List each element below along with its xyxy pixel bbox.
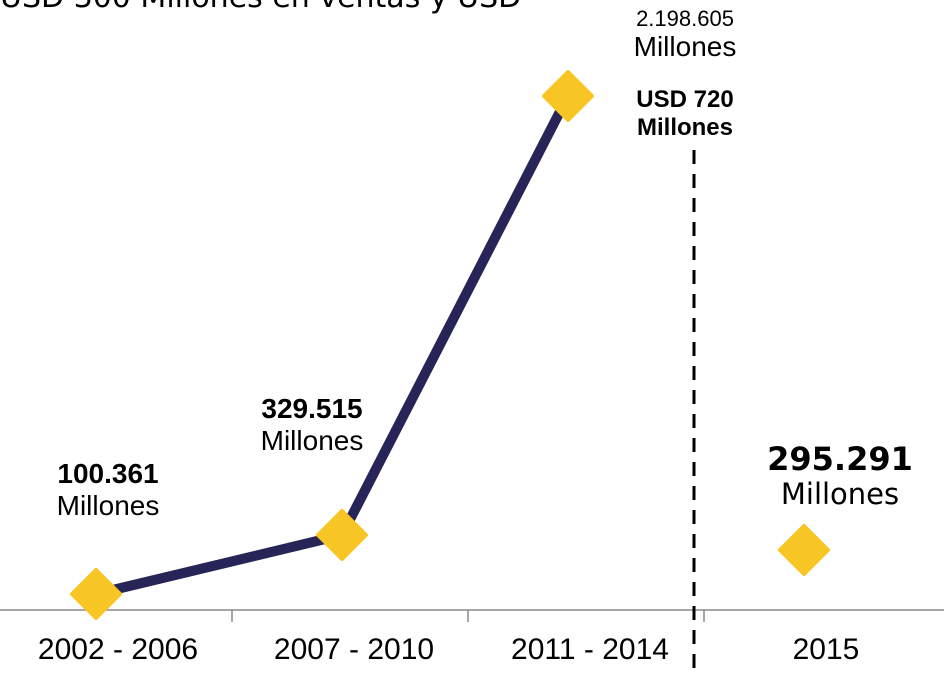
data-label-2015: 295.291 Millones bbox=[745, 441, 935, 511]
annotation-unit: Millones bbox=[636, 113, 733, 141]
data-label-value: 329.515 bbox=[261, 393, 363, 424]
data-label-unit: Millones bbox=[633, 31, 737, 63]
x-tick-label-2002-2006: 2002 - 2006 bbox=[37, 633, 199, 666]
data-label-2011-2014: 2.198.605 Millones bbox=[600, 6, 770, 63]
data-markers bbox=[70, 70, 830, 620]
data-marker-2011-2014 bbox=[542, 70, 594, 122]
chart-title-fragment: USD 300 Millones en ventas y USD bbox=[0, 0, 521, 15]
data-marker-2007-2010 bbox=[316, 509, 368, 561]
x-tick-label-2011-2014: 2011 - 2014 bbox=[511, 633, 669, 666]
x-tick-label-2015: 2015 bbox=[792, 633, 860, 666]
data-label-unit: Millones bbox=[780, 476, 900, 511]
data-marker-2002-2006 bbox=[70, 568, 122, 620]
annotation-value: USD 720 bbox=[636, 86, 734, 113]
data-label-value: 2.198.605 bbox=[636, 6, 734, 31]
data-label-value: 295.291 bbox=[767, 440, 913, 478]
x-tick-label-2007-2010: 2007 - 2010 bbox=[273, 633, 435, 666]
data-label-2002-2006: 100.361 Millones bbox=[18, 458, 198, 522]
annotation-usd-720: USD 720 Millones bbox=[600, 86, 770, 141]
data-label-unit: Millones bbox=[260, 425, 364, 457]
data-label-2007-2010: 329.515 Millones bbox=[222, 393, 402, 457]
x-axis-ticks bbox=[231, 610, 705, 622]
data-label-value: 100.361 bbox=[57, 458, 159, 489]
data-marker-2015 bbox=[778, 524, 830, 576]
data-label-unit: Millones bbox=[56, 490, 160, 522]
